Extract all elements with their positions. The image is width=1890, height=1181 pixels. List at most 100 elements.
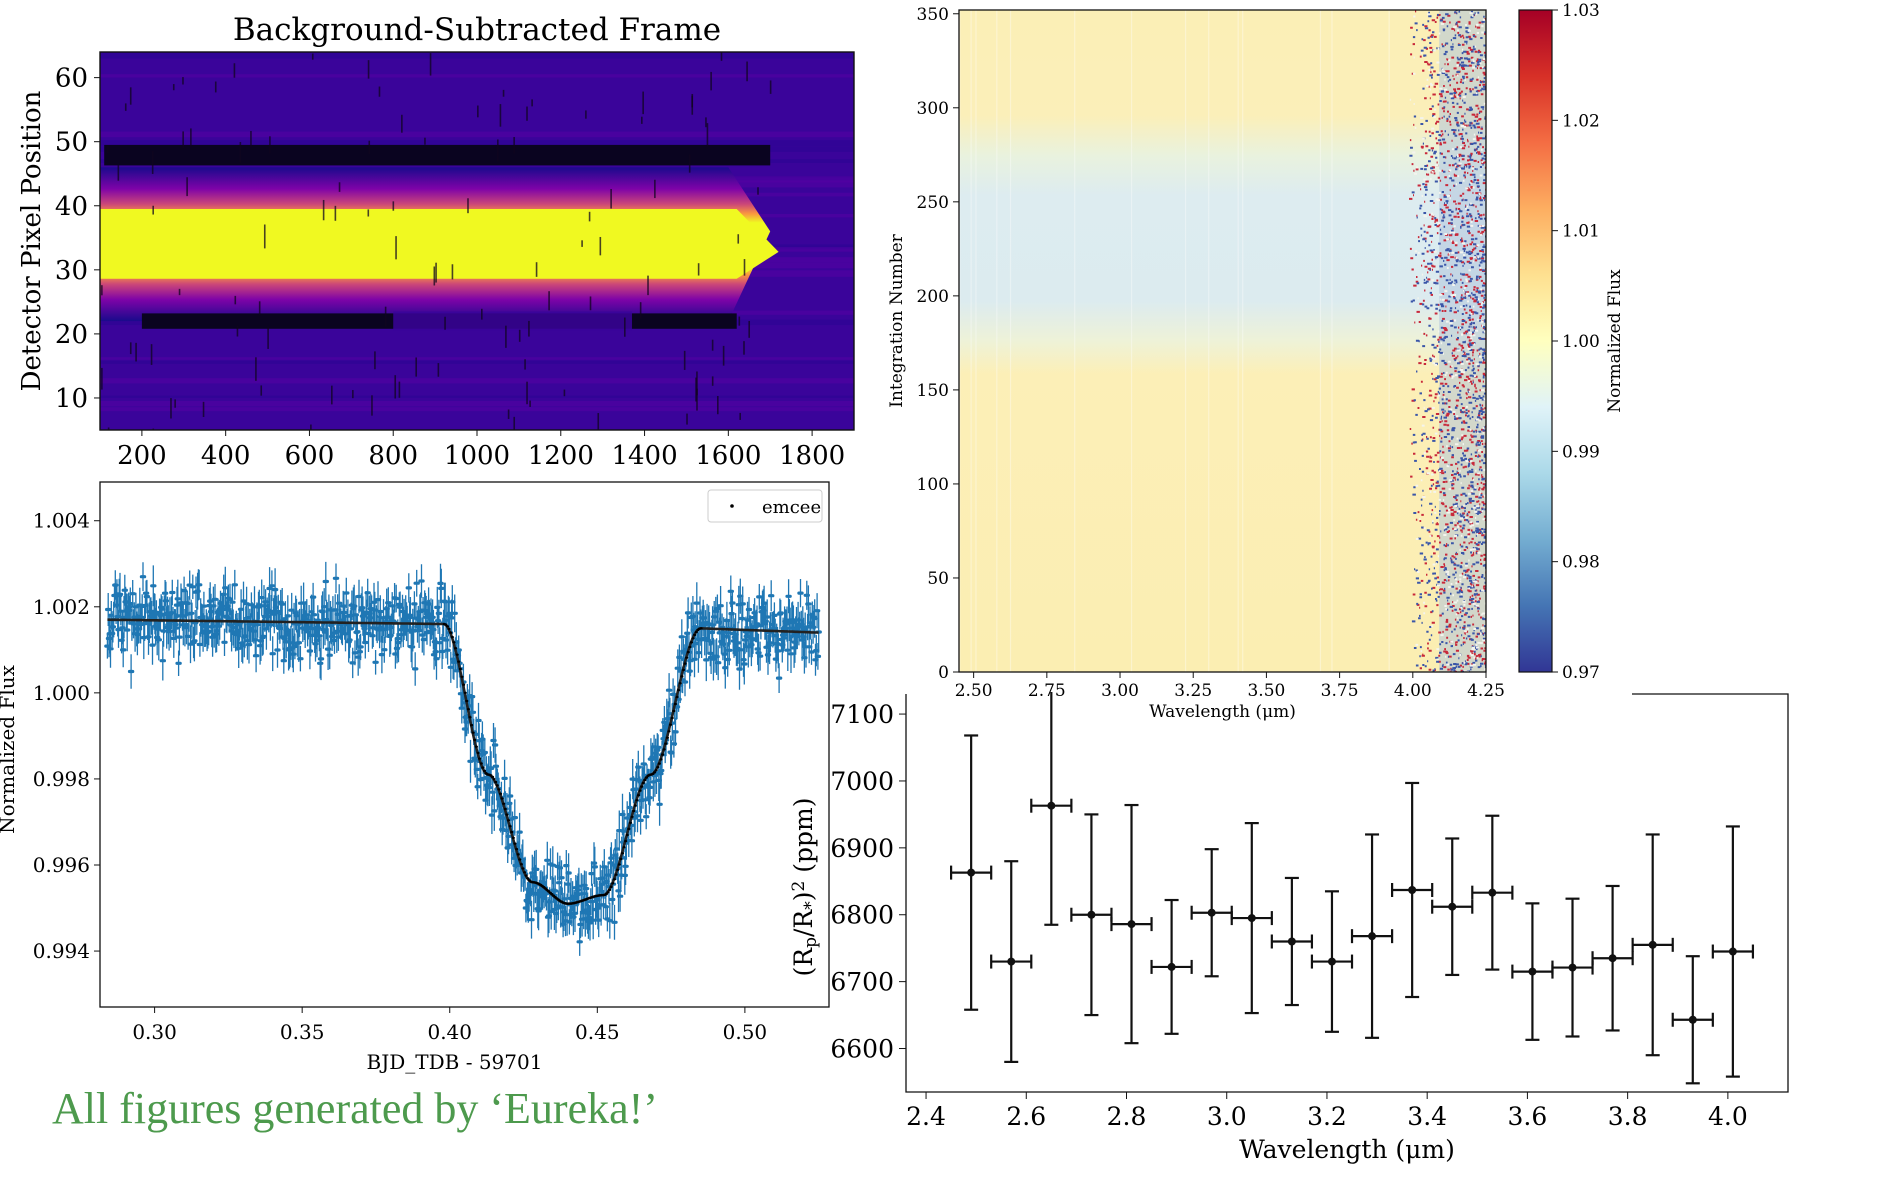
frame-bad-pixel [367, 209, 370, 217]
frame-ytick-label: 10 [55, 384, 88, 414]
frame-ytick-label: 30 [55, 256, 88, 286]
transmission-marker [1608, 954, 1617, 963]
frame-bad-pixel [610, 189, 612, 209]
frame-bad-pixel [711, 376, 714, 386]
lightcurve-xtick-label: 0.50 [723, 1020, 768, 1044]
lightcurve-ytick-label: 0.994 [33, 939, 90, 963]
transmission-ylabel-part: (ppm) [789, 798, 818, 881]
transmission-xtick-label: 2.6 [1006, 1102, 1046, 1131]
frame-bad-pixel [429, 53, 432, 76]
spectra-xtick-label: 4.25 [1467, 681, 1505, 701]
frame-bad-pixel [182, 77, 184, 85]
transmission-xtick-label: 2.8 [1107, 1102, 1147, 1131]
frame-streak [100, 400, 854, 407]
spectra-channel-line [1237, 10, 1239, 672]
lightcurve-xtick-label: 0.35 [280, 1020, 325, 1044]
transmission-marker [1688, 1015, 1697, 1024]
transmission-ylabel-part: 2 [789, 881, 809, 892]
frame-bad-pixel [178, 288, 181, 296]
frame-bad-pixel [444, 316, 446, 330]
transmission-point [1070, 813, 1113, 1017]
frame-bad-pixel [172, 84, 175, 91]
frame-bad-pixel [250, 130, 252, 148]
spectra-noise-red [1409, 10, 1486, 672]
frame-bad-pixel [258, 301, 261, 316]
frame-bad-pixel [642, 91, 644, 115]
colorbar-tick-label: 1.03 [1562, 1, 1600, 21]
frame-bad-pixel [705, 117, 707, 128]
lightcurve-ylabel: Normalized Flux [0, 664, 19, 833]
frame-xtick-label: 1600 [695, 441, 761, 471]
transmission-point [1110, 803, 1153, 1045]
spectra-noise-light [1409, 12, 1486, 672]
frame-bad-pixel [374, 351, 376, 370]
colorbar-tick-label: 0.99 [1562, 442, 1600, 462]
frame-xtick-label: 200 [117, 441, 167, 471]
frame-bad-pixel [513, 137, 515, 154]
frame-bad-pixel [769, 80, 772, 94]
frame-title: Background-Subtracted Frame [233, 12, 721, 48]
frame-bad-pixel [239, 142, 242, 163]
frame-streak [100, 360, 854, 364]
frame-ylabel: Detector Pixel Position [17, 90, 47, 391]
lightcurve-panel: 0.30 0.35 0.40 0.45 0.50 0.994 0.996 0.998 1.000… [0, 481, 830, 1074]
transmission-ytick-label: 6900 [830, 834, 894, 863]
frame-bad-pixel [526, 381, 528, 405]
spectra-channel-line [1208, 10, 1210, 672]
frame-streak [100, 140, 854, 147]
frame-bad-pixel [639, 302, 642, 319]
transmission-ytick-label: 6600 [830, 1035, 894, 1064]
frame-bad-pixel [683, 350, 686, 370]
frame-bad-pixel [507, 409, 510, 419]
transmission-xtick-label: 3.0 [1207, 1102, 1247, 1131]
frame-bad-pixel [696, 371, 698, 396]
frame-streak [100, 395, 854, 398]
frame-bad-pixel [722, 345, 725, 366]
lightcurve-model-samples [442, 622, 703, 905]
frame-ytick-label: 50 [55, 128, 88, 158]
frame-bad-pixel [129, 342, 132, 355]
frame-bad-pixel [263, 224, 266, 249]
frame-bad-pixel [214, 81, 217, 93]
lightcurve-ytick-label: 1.004 [33, 509, 90, 533]
frame-streak [100, 74, 854, 78]
transmission-point [990, 860, 1033, 1063]
colorbar-tick-label: 0.98 [1562, 553, 1600, 573]
transmission-marker [1127, 920, 1136, 929]
frame-bad-pixel [394, 375, 397, 399]
frame-bad-pixel [737, 234, 740, 244]
spectra-ytick-label: 250 [917, 193, 949, 213]
spectra-channel-line [1319, 10, 1322, 672]
frame-streak [100, 378, 854, 384]
frame-bad-pixel [433, 266, 436, 286]
frame-bad-pixel [597, 413, 600, 430]
frame-bad-pixel [150, 344, 153, 365]
frame-bad-pixel [338, 182, 341, 192]
spectra-channel-line [1184, 10, 1187, 672]
spectra-xtick-label: 2.50 [955, 681, 993, 701]
spectra-xtick-label: 2.75 [1028, 681, 1066, 701]
transmission-xlabel: Wavelength (μm) [1239, 1135, 1455, 1164]
frame-bad-pixel [585, 110, 587, 119]
frame-bad-pixel [367, 60, 370, 79]
lightcurve-model [107, 618, 819, 906]
transmission-point [1270, 876, 1314, 1007]
frame-bad-pixel [267, 327, 269, 349]
transmission-marker [1368, 932, 1377, 941]
frame-bad-pixel [647, 275, 649, 296]
colorbar [1518, 9, 1553, 673]
spectra-ytick-label: 100 [917, 475, 949, 495]
transmission-axes-box [905, 693, 1789, 1093]
transmission-point [1551, 897, 1594, 1038]
spectra-xtick-label: 3.25 [1174, 681, 1212, 701]
spectra-ytick-label: 350 [917, 5, 949, 25]
spectra-ytick-label: 150 [917, 381, 949, 401]
lightcurve-legend: emcee [707, 489, 823, 523]
frame-bad-pixel [190, 128, 192, 147]
transmission-ylabel-part: (R [789, 947, 818, 977]
frame-masked-row [104, 144, 771, 166]
spectra-channel-line [1074, 10, 1076, 672]
spectra-background [959, 10, 1486, 672]
frame-bad-pixel [331, 385, 333, 405]
colorbar-label: Normalized Flux [1605, 269, 1625, 413]
